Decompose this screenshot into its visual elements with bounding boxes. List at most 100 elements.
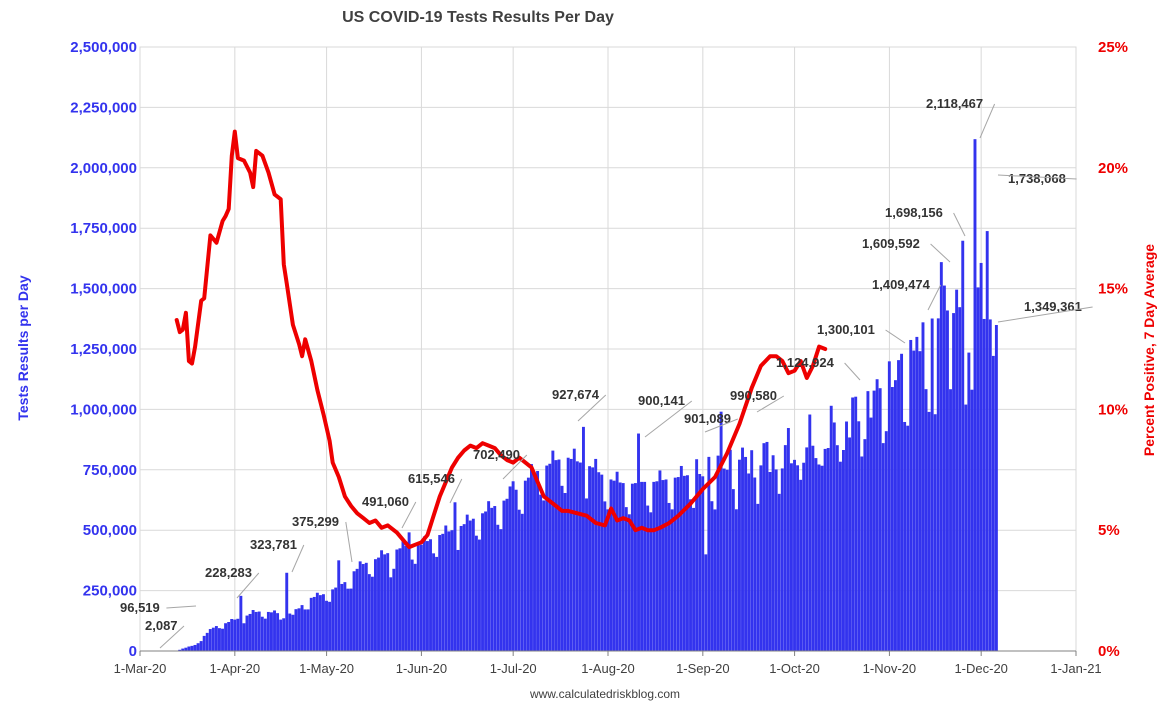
bar	[263, 618, 267, 651]
y-tick-label-left: 1,500,000	[70, 281, 137, 298]
bar	[395, 549, 399, 651]
bar	[670, 509, 674, 651]
bar	[496, 524, 500, 651]
y-tick-label-right: 25%	[1098, 39, 1128, 56]
bar	[936, 318, 940, 651]
bar	[474, 535, 478, 651]
bar	[248, 613, 252, 651]
bar	[230, 618, 234, 651]
bar	[756, 503, 760, 651]
bar	[322, 594, 325, 651]
data-label: 323,781	[250, 537, 297, 552]
bar	[285, 572, 289, 651]
bar	[294, 609, 298, 651]
source-credit: www.calculatedriskblog.com	[529, 687, 680, 701]
bar	[343, 582, 347, 651]
bar	[389, 577, 393, 651]
bar	[799, 479, 803, 651]
bar	[331, 589, 335, 651]
bar	[774, 469, 778, 651]
bar	[487, 501, 491, 651]
bar	[646, 505, 650, 651]
bar	[184, 647, 188, 651]
leader-line	[927, 284, 942, 311]
bar	[502, 500, 506, 651]
bar	[374, 559, 377, 651]
bar	[251, 610, 255, 651]
x-tick-label: 1-Jun-20	[396, 661, 447, 676]
bar	[860, 456, 864, 651]
bar	[765, 441, 769, 651]
y-axis-label-left: Tests Results per Day	[15, 275, 31, 420]
bar	[698, 473, 702, 651]
bar	[991, 355, 995, 651]
data-label: 1,124,924	[776, 355, 835, 370]
percent-positive-line	[174, 129, 828, 550]
bar	[713, 509, 717, 651]
y-tick-label-left: 2,250,000	[70, 99, 137, 116]
bar	[808, 414, 812, 651]
bar	[462, 524, 466, 651]
bar	[505, 498, 509, 651]
bar	[370, 576, 374, 651]
bar	[380, 550, 384, 651]
bar	[805, 447, 809, 651]
leader-line	[159, 625, 185, 649]
leader-line	[345, 521, 353, 563]
bar	[915, 336, 919, 651]
bar	[946, 310, 949, 651]
bar	[367, 574, 371, 651]
bar	[679, 465, 683, 651]
bar	[927, 411, 931, 651]
bar	[823, 448, 827, 651]
bar	[878, 388, 882, 651]
bar	[178, 649, 182, 651]
bar	[634, 483, 637, 651]
y-tick-label-left: 250,000	[83, 583, 137, 600]
bar	[453, 502, 457, 651]
bar	[456, 549, 460, 651]
bar	[187, 646, 191, 651]
bar	[939, 262, 943, 651]
bar	[266, 611, 270, 651]
x-tick-label: 1-Oct-20	[769, 661, 820, 676]
bar	[707, 456, 711, 651]
bar	[468, 520, 472, 651]
bar	[199, 641, 203, 651]
bar	[820, 465, 824, 651]
leader-line	[502, 454, 528, 480]
bar	[242, 623, 246, 651]
bar	[542, 500, 546, 651]
bar	[218, 628, 221, 651]
bar	[557, 459, 561, 651]
bar	[257, 611, 261, 651]
bar	[912, 350, 916, 651]
bar	[236, 618, 240, 651]
bar	[202, 635, 206, 651]
bar	[441, 533, 445, 651]
bar	[306, 609, 310, 651]
y-tick-label-right: 5%	[1098, 522, 1120, 539]
bar	[181, 648, 185, 651]
bar	[964, 404, 968, 651]
bar	[227, 622, 231, 651]
leader-line	[291, 544, 305, 573]
y-tick-label-left: 2,500,000	[70, 39, 137, 56]
y-tick-label-left: 1,750,000	[70, 220, 137, 237]
bar	[728, 449, 732, 651]
bar	[355, 568, 359, 651]
bar	[701, 476, 705, 651]
bar	[328, 601, 332, 651]
bar	[973, 139, 977, 651]
bar	[612, 480, 616, 651]
bar	[689, 499, 692, 651]
bar	[563, 493, 567, 651]
bar	[918, 351, 922, 651]
bar	[471, 518, 475, 651]
bar	[438, 535, 442, 651]
bar	[349, 588, 353, 651]
bar	[652, 481, 656, 651]
bar	[358, 561, 362, 651]
bar	[435, 556, 439, 651]
data-label: 900,141	[638, 393, 685, 408]
